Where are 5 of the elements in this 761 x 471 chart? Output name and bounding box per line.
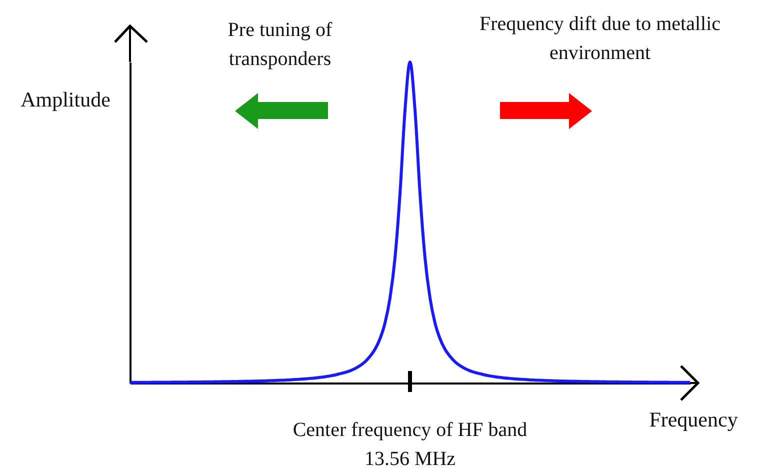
- x-axis-title: Frequency: [649, 408, 738, 432]
- text: Center frequency of HF band 13.56 MHz: [292, 419, 528, 470]
- annotation: Frequency dift due to metallic environment: [479, 13, 721, 64]
- annotation: Pre tuning of transponders: [228, 19, 333, 70]
- y-axis-title: Amplitude: [20, 88, 110, 112]
